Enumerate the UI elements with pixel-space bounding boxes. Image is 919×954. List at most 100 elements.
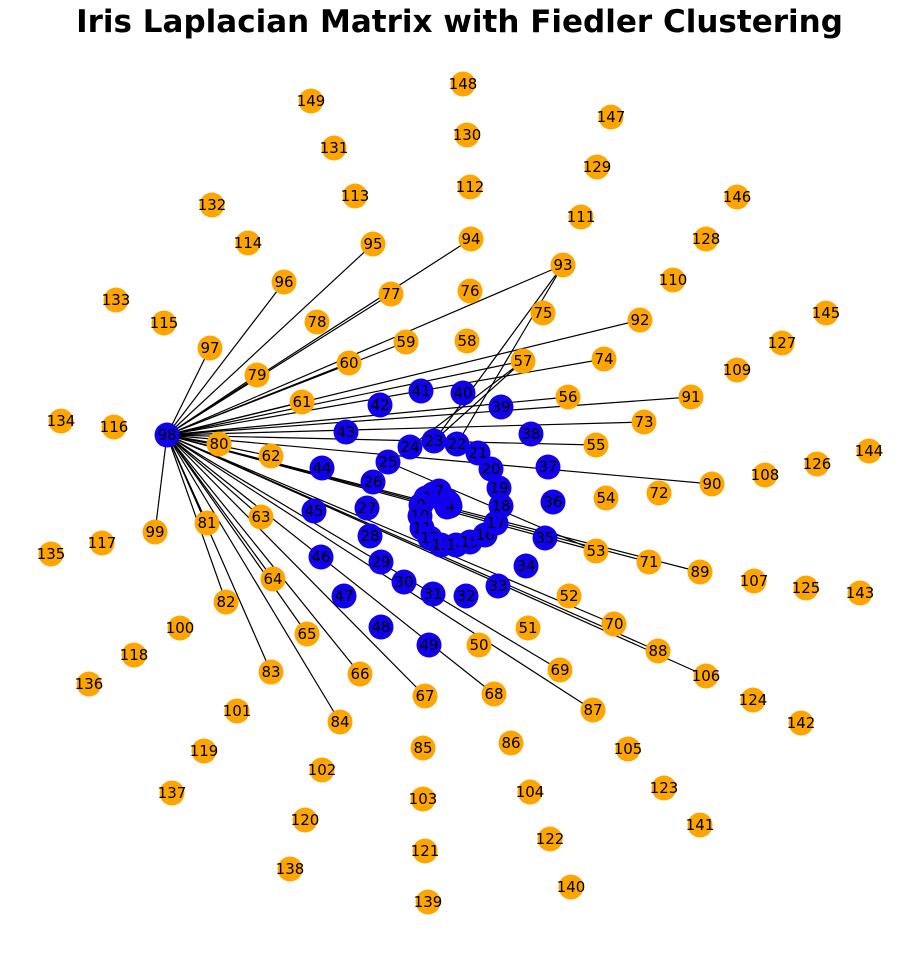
node-circle-142 [788,710,814,736]
node-label-138: 138 [276,860,305,878]
node-label-33: 33 [488,577,507,595]
node-label-65: 65 [297,625,316,643]
node-21: 21 [465,440,491,466]
node-label-53: 53 [586,542,605,560]
node-label-128: 128 [692,230,721,248]
node-58: 58 [454,328,480,354]
node-label-115: 115 [150,314,179,332]
node-label-18: 18 [491,497,510,515]
node-label-95: 95 [363,235,382,253]
node-label-96: 96 [274,273,293,291]
node-103: 103 [409,786,437,812]
node-circle-128 [693,226,719,252]
node-circle-113 [342,183,368,209]
node-circle-38 [518,421,544,447]
node-circle-145 [813,300,839,326]
node-circle-46 [308,544,334,570]
node-circle-98 [154,422,180,448]
node-51: 51 [515,615,541,641]
node-circle-58 [454,328,480,354]
node-circle-108 [752,462,778,488]
node-label-118: 118 [120,646,149,664]
node-circle-40 [450,380,476,406]
node-123: 123 [650,775,678,801]
node-circle-147 [598,104,624,130]
node-145: 145 [812,300,840,326]
node-label-87: 87 [583,701,602,719]
node-circle-71 [636,549,662,575]
node-label-71: 71 [639,553,658,571]
node-circle-116 [101,414,127,440]
node-circle-120 [292,807,318,833]
node-87: 87 [580,697,606,723]
node-label-58: 58 [457,332,476,350]
node-label-146: 146 [723,188,752,206]
node-label-121: 121 [411,842,440,860]
node-circle-52 [556,583,582,609]
edge-98-66 [166,434,361,675]
node-label-119: 119 [190,742,219,760]
node-label-81: 81 [197,514,216,532]
node-137: 137 [158,780,186,806]
node-label-46: 46 [311,548,330,566]
node-circle-101 [224,698,250,724]
node-110: 110 [659,267,687,293]
node-143: 143 [846,580,874,606]
node-label-113: 113 [341,187,370,205]
node-circle-100 [167,615,193,641]
node-circle-96 [271,269,297,295]
node-label-40: 40 [453,384,472,402]
node-circle-107 [741,568,767,594]
node-circle-119 [191,738,217,764]
edge-98-64 [166,434,274,580]
node-label-105: 105 [614,740,643,758]
node-circle-125 [793,575,819,601]
node-label-17: 17 [486,514,505,532]
node-65: 65 [294,621,320,647]
node-label-92: 92 [630,311,649,329]
node-117: 117 [88,530,116,556]
nodes-layer: 50 51 52 53 54 55 56 57 58 59 60 61 62 63 64 65 66 67 68 69… [37,71,883,915]
node-circle-131 [321,135,347,161]
node-label-45: 45 [304,502,323,520]
node-84: 84 [327,709,353,735]
node-119: 119 [190,738,219,764]
node-134: 134 [47,408,76,434]
node-56: 56 [555,384,581,410]
node-label-23: 23 [424,432,443,450]
node-circle-91 [678,384,704,410]
node-circle-109 [724,357,750,383]
node-label-106: 106 [692,667,721,685]
edge-98-53 [166,434,597,552]
node-circle-65 [294,621,320,647]
node-label-149: 149 [297,92,326,110]
node-label-127: 127 [768,334,797,352]
node-label-134: 134 [47,412,76,430]
node-circle-75 [530,300,556,326]
node-129: 129 [583,154,611,180]
node-70: 70 [601,611,627,637]
node-67: 67 [412,683,438,709]
node-19: 19 [486,475,512,501]
node-100: 100 [166,615,194,641]
node-label-19: 19 [489,479,508,497]
node-71: 71 [636,549,662,575]
node-120: 120 [291,807,320,833]
node-circle-103 [410,786,436,812]
node-46: 46 [308,544,334,570]
node-48: 48 [368,614,394,640]
node-25: 25 [375,449,401,475]
node-102: 102 [308,757,336,783]
edge-98-63 [166,434,262,518]
node-circle-123 [651,775,677,801]
node-label-91: 91 [681,388,700,406]
node-circle-144 [856,438,882,464]
node-circle-63 [248,504,274,530]
node-label-60: 60 [339,354,358,372]
node-label-120: 120 [291,811,320,829]
node-label-75: 75 [533,304,552,322]
node-circle-97 [197,335,223,361]
node-circle-64 [260,566,286,592]
node-label-64: 64 [263,570,282,588]
node-131: 131 [320,135,348,161]
